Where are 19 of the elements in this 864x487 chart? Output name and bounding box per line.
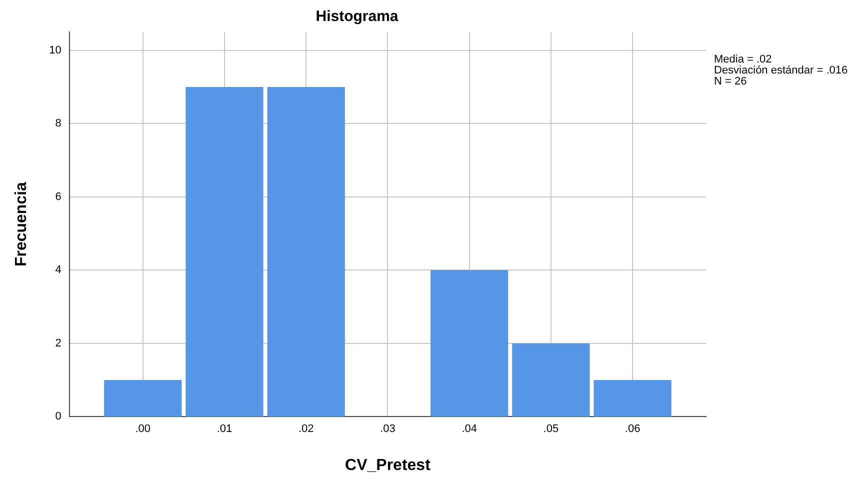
- y-tick-label: 8: [55, 118, 62, 130]
- x-tick-label: .01: [216, 423, 232, 436]
- y-tick-label: 10: [49, 44, 62, 56]
- text: Media = .02: [714, 54, 772, 66]
- chart-title: Histograma: [316, 8, 399, 26]
- x-tick-label: .02: [298, 423, 314, 436]
- x-tick-label: .00: [135, 423, 151, 436]
- y-tick-label: 6: [55, 190, 62, 203]
- x-tick-label: .06: [624, 423, 640, 436]
- x-axis-title: CV_Pretest: [345, 456, 432, 474]
- y-axis-title: Frecuencia: [13, 182, 30, 267]
- x-tick-label: .03: [380, 423, 396, 436]
- x-tick-label: .05: [543, 423, 559, 436]
- x-tick-label: .04: [462, 423, 477, 436]
- text: N = 26: [714, 76, 747, 88]
- text: Desviación estándar = .016: [714, 64, 848, 77]
- y-tick-label: 2: [55, 337, 62, 350]
- y-tick-label: 4: [55, 264, 62, 276]
- y-tick-label: 0: [55, 410, 62, 423]
